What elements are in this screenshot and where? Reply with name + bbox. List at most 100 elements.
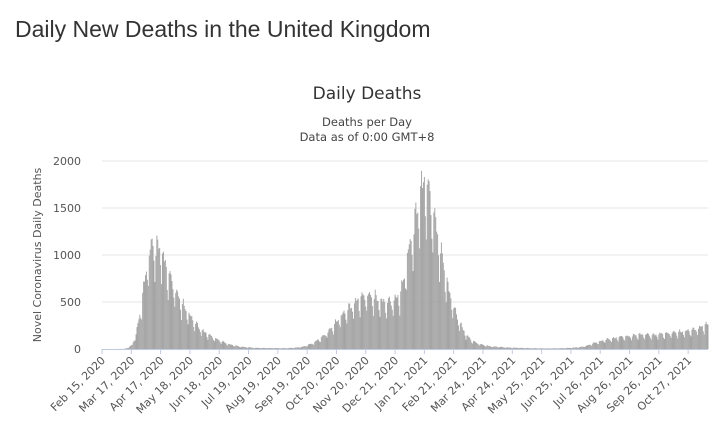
bar	[608, 339, 610, 349]
bar	[660, 333, 662, 349]
bar	[136, 327, 138, 349]
bar	[549, 348, 551, 349]
bar	[556, 348, 558, 349]
bar	[480, 343, 482, 349]
bar	[321, 335, 323, 349]
bar	[542, 348, 544, 349]
bar	[429, 191, 431, 349]
bar	[431, 238, 433, 349]
bar	[441, 253, 443, 349]
y-tick-label: 500	[60, 296, 81, 309]
bar	[276, 348, 278, 349]
bar	[346, 323, 348, 349]
bar	[371, 306, 373, 349]
bar	[452, 318, 454, 349]
bar	[622, 337, 624, 349]
bar	[259, 348, 261, 349]
bar	[154, 282, 156, 349]
bar	[473, 340, 475, 349]
bar	[412, 271, 414, 349]
bar	[559, 348, 561, 349]
bar	[504, 347, 506, 349]
bar	[191, 316, 193, 349]
bar	[521, 347, 523, 349]
bar	[428, 181, 430, 349]
bar	[459, 323, 461, 349]
bar	[173, 297, 175, 349]
bar	[260, 348, 262, 349]
bar	[667, 333, 669, 349]
bar	[527, 348, 529, 349]
bar	[327, 332, 329, 349]
bar	[377, 300, 379, 349]
bar	[405, 288, 406, 349]
bar	[202, 329, 204, 349]
bar	[461, 327, 463, 349]
bar	[302, 346, 304, 349]
bar	[388, 296, 390, 349]
bar	[537, 348, 539, 349]
bar	[177, 291, 179, 349]
bar	[651, 334, 653, 349]
bar	[576, 347, 578, 349]
bar	[421, 170, 423, 349]
bar	[402, 281, 404, 349]
bar	[180, 320, 182, 349]
bar	[189, 314, 191, 349]
bar	[420, 186, 422, 349]
bar	[481, 344, 483, 349]
bar	[678, 331, 680, 349]
bar	[223, 341, 225, 349]
bar	[516, 347, 518, 349]
bar	[582, 346, 584, 349]
bar	[647, 333, 648, 349]
y-axis-title: Novel Coronavirus Daily Deaths	[31, 167, 44, 342]
bar	[677, 338, 679, 349]
bar	[510, 347, 512, 349]
bar	[486, 345, 488, 349]
bar	[171, 280, 173, 349]
bar	[255, 347, 257, 349]
bar	[214, 338, 216, 349]
bar	[539, 348, 541, 349]
bar	[224, 342, 226, 349]
bar	[318, 341, 320, 349]
bar	[607, 337, 609, 349]
bar	[366, 310, 368, 349]
bar	[372, 316, 374, 349]
bar	[426, 184, 428, 349]
bar	[198, 329, 200, 349]
bar	[492, 346, 494, 349]
bar	[611, 342, 613, 349]
bar	[160, 265, 162, 349]
bar	[640, 334, 642, 349]
bar	[268, 347, 270, 349]
bar	[668, 334, 670, 349]
bar	[638, 333, 640, 349]
bar	[374, 289, 376, 349]
bar	[163, 261, 165, 349]
bar	[200, 335, 202, 349]
bar	[485, 346, 487, 349]
bar	[338, 324, 340, 349]
bar	[165, 266, 167, 349]
bar	[285, 348, 287, 349]
bar	[275, 348, 277, 349]
chart-subtitle-1: Deaths per Day	[322, 115, 412, 129]
bar	[386, 318, 388, 349]
bar	[627, 335, 629, 349]
bar	[159, 247, 161, 349]
bar-series	[116, 170, 709, 349]
bar	[617, 341, 619, 349]
bar	[279, 348, 281, 349]
bar	[685, 330, 687, 349]
bar	[380, 298, 382, 349]
bar	[535, 348, 537, 349]
bar	[168, 273, 170, 349]
bar	[400, 291, 402, 349]
bar	[283, 348, 284, 349]
bar	[536, 348, 538, 349]
bar	[469, 337, 471, 349]
bar	[409, 239, 411, 349]
bar	[440, 242, 442, 349]
